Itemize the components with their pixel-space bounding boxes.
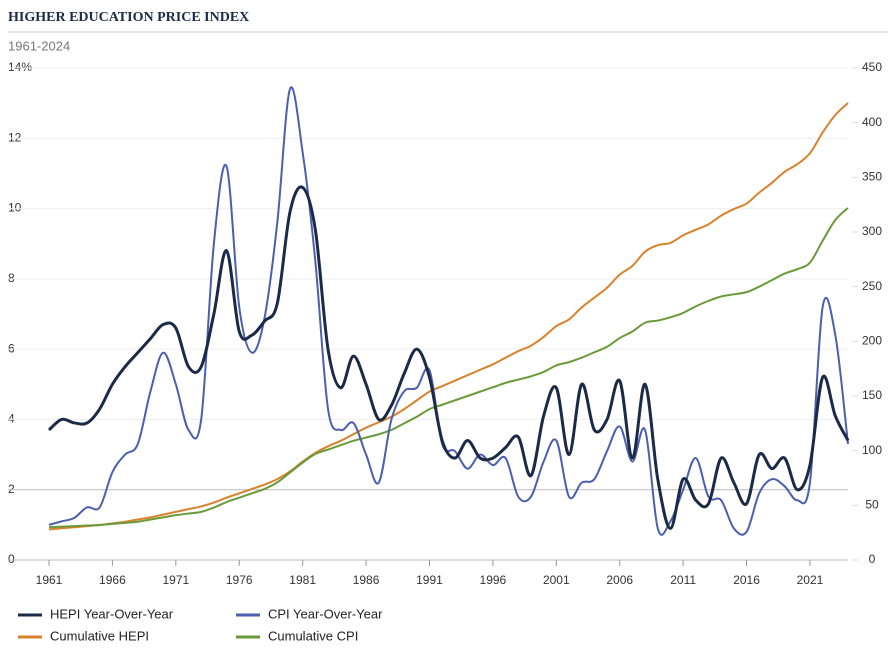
legend-label: CPI Year-Over-Year — [268, 606, 383, 621]
x-tick-label: 2001 — [543, 573, 570, 587]
chart-subtitle: 1961-2024 — [8, 38, 70, 53]
x-tick-label: 2016 — [733, 573, 760, 587]
legend-label: Cumulative CPI — [268, 628, 358, 643]
y2-tick-label: 350 — [862, 170, 882, 184]
y-tick-label: 14% — [8, 60, 32, 74]
x-tick-label: 1996 — [480, 573, 507, 587]
x-tick-label: 1971 — [162, 573, 189, 587]
y2-tick-label: 300 — [862, 224, 882, 238]
x-tick-label: 2011 — [670, 573, 696, 587]
y-tick-label: 0 — [8, 552, 15, 566]
legend-label: Cumulative HEPI — [50, 628, 149, 643]
x-tick-label: 1986 — [353, 573, 380, 587]
y-tick-label: 6 — [8, 341, 15, 355]
x-tick-label: 2006 — [606, 573, 633, 587]
y2-tick-label: 200 — [862, 334, 882, 348]
legend-label: HEPI Year-Over-Year — [50, 606, 174, 621]
x-tick-label: 1976 — [226, 573, 253, 587]
x-tick-label: 1981 — [289, 573, 316, 587]
x-tick-label: 1966 — [99, 573, 126, 587]
y-tick-label: 10 — [8, 201, 22, 215]
y-tick-label: 12 — [8, 130, 22, 144]
series-line — [47, 185, 850, 530]
y2-tick-label: 400 — [862, 115, 882, 129]
y-tick-label: 2 — [8, 482, 15, 496]
series-line — [48, 102, 849, 531]
series-line — [48, 207, 849, 529]
y-tick-label: 8 — [8, 271, 15, 285]
chart-title: HIGHER EDUCATION PRICE INDEX — [8, 10, 249, 25]
x-tick-label: 1961 — [36, 573, 63, 587]
x-tick-label: 1991 — [416, 573, 443, 587]
y2-tick-label: 50 — [865, 498, 879, 512]
y2-tick-label: 100 — [862, 443, 882, 457]
y2-tick-label: 450 — [862, 60, 882, 74]
y-tick-label: 4 — [8, 412, 15, 426]
y2-tick-label: 0 — [869, 552, 876, 566]
x-tick-label: 2021 — [797, 573, 824, 587]
y2-tick-label: 150 — [862, 388, 882, 402]
y2-tick-label: 250 — [862, 279, 882, 293]
